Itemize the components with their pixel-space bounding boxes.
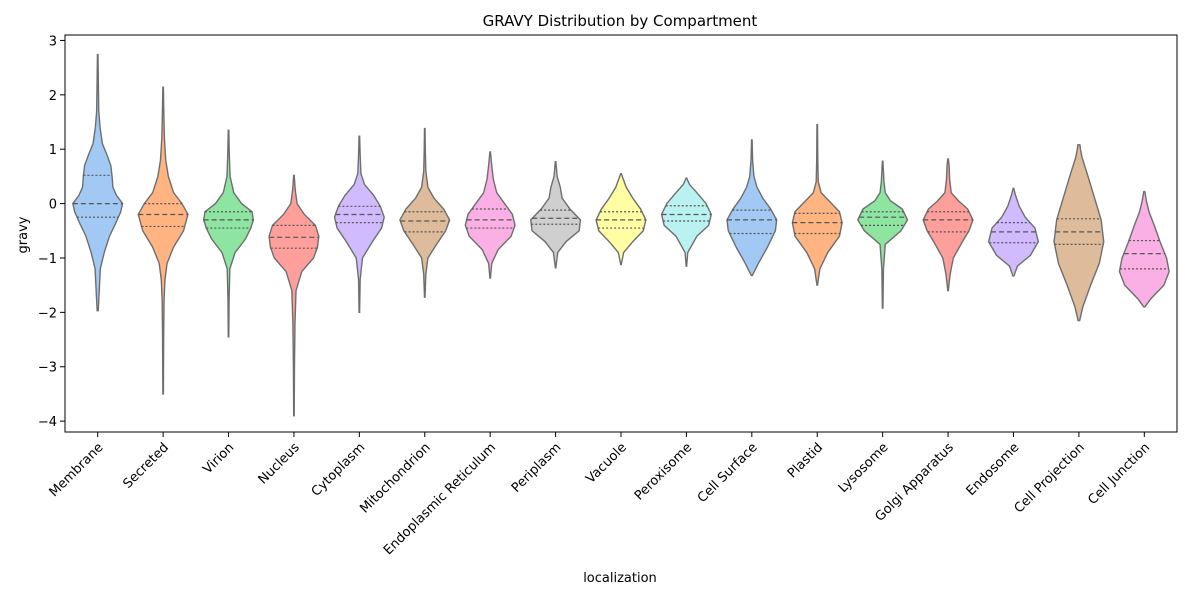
violin-body — [595, 172, 647, 266]
y-tick-label: −1 — [38, 252, 57, 267]
violin-body — [333, 135, 385, 314]
x-tick-label: Nucleus — [256, 440, 303, 487]
violin-vacuole — [595, 172, 647, 266]
violin-body — [726, 139, 778, 277]
violin-golgi-apparatus — [922, 158, 974, 292]
x-tick-label: Cell Projection — [1012, 440, 1088, 516]
x-tick-label: Vacuole — [583, 440, 630, 487]
x-tick-label: Endosome — [964, 440, 1023, 499]
x-axis: Membrane Secreted Virion Nucleus CytoplasmMi… — [47, 432, 1153, 558]
violin-body — [72, 53, 124, 312]
x-tick-label: Endoplasmic Reticulum — [381, 440, 499, 558]
violin-cell-junction — [1118, 190, 1170, 308]
x-tick-label: Membrane — [47, 440, 107, 500]
violin-cell-projection — [1053, 144, 1105, 322]
x-tick-label: Cell Surface — [695, 440, 761, 506]
violin-plastid — [791, 124, 843, 286]
x-axis-label: localization — [583, 571, 657, 586]
violin-body — [987, 187, 1040, 277]
x-tick-label: Periplasm — [509, 440, 565, 496]
violin-body — [660, 177, 713, 267]
x-tick-label: Plastid — [785, 440, 826, 481]
violin-periplasm — [529, 161, 582, 269]
violin-lysosome — [856, 160, 909, 309]
x-tick-label: Lysosome — [836, 440, 892, 496]
violin-nucleus — [268, 174, 320, 417]
violin-body — [268, 174, 320, 417]
violin-body — [137, 86, 189, 395]
y-tick-label: 3 — [49, 34, 57, 49]
x-tick-label: Cell Junction — [1085, 440, 1153, 508]
violin-body — [1118, 190, 1170, 308]
x-tick-label: Cytoplasm — [309, 440, 368, 499]
violin-body — [856, 160, 909, 309]
x-tick-label: Peroxisome — [632, 440, 695, 503]
violin-cytoplasm — [333, 135, 385, 314]
y-axis-label: gravy — [16, 216, 31, 253]
chart-title: GRAVY Distribution by Compartment — [483, 12, 758, 30]
violin-body — [399, 127, 451, 298]
violin-endoplasmic-reticulum — [464, 151, 516, 279]
x-tick-label: Secreted — [120, 440, 171, 491]
violin-cell-surface — [726, 139, 778, 277]
violin-body — [791, 124, 843, 286]
violin-body — [922, 158, 974, 292]
violin-body — [464, 151, 516, 279]
violin-virion — [202, 129, 255, 338]
y-axis: 3 2 1 0 −1 −2 −3 −4 — [38, 34, 65, 430]
y-tick-label: −2 — [38, 306, 57, 321]
y-tick-label: 1 — [49, 143, 57, 158]
y-tick-label: −3 — [38, 361, 57, 376]
violin-body — [202, 129, 255, 338]
violin-membrane — [72, 53, 124, 312]
y-tick-label: −4 — [38, 415, 57, 430]
plot-area — [64, 34, 1178, 433]
y-tick-label: 2 — [49, 89, 57, 104]
violin-body — [1053, 144, 1105, 322]
y-tick-label: 0 — [49, 198, 57, 213]
violin-secreted — [137, 86, 189, 395]
x-tick-label: Mitochondrion — [357, 440, 433, 516]
violin-body — [529, 161, 582, 269]
violin-mitochondrion — [399, 127, 451, 298]
violin-endosome — [987, 187, 1040, 277]
violin-peroxisome — [660, 177, 713, 267]
x-tick-label: Virion — [200, 440, 237, 477]
